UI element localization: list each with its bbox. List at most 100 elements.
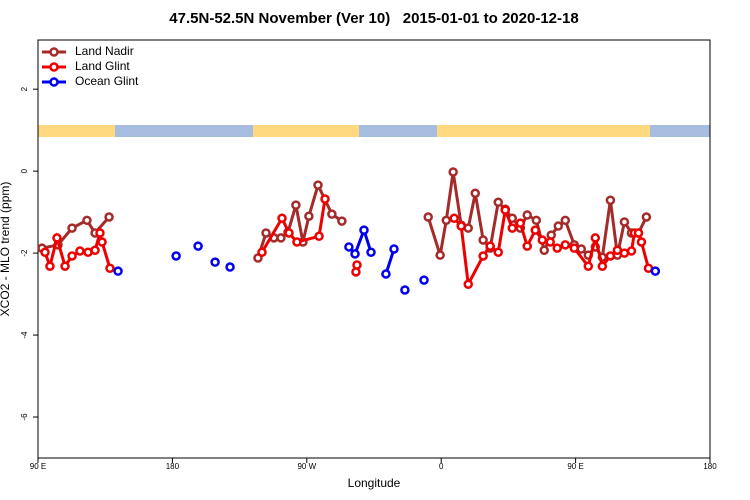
land-band <box>38 125 115 137</box>
data-point <box>493 247 503 258</box>
data-point <box>456 221 466 231</box>
data-point <box>344 242 354 252</box>
data-point <box>522 241 532 251</box>
data-point <box>500 205 511 215</box>
data-point <box>583 261 594 271</box>
legend-marker <box>49 62 59 72</box>
data-point <box>597 261 608 271</box>
data-point <box>327 209 337 219</box>
data-point <box>105 263 115 274</box>
data-point <box>97 237 107 247</box>
chart-title: 47.5N-52.5N November (Ver 10) 2015-01-01… <box>169 10 578 27</box>
data-point <box>441 215 452 226</box>
land-band <box>253 125 359 137</box>
land-ocean-strip <box>38 125 710 137</box>
legend-marker <box>49 47 59 57</box>
land-band <box>437 125 650 137</box>
data-point <box>522 210 532 220</box>
data-point <box>82 215 92 226</box>
data-point <box>171 251 181 261</box>
y-tick-label: 0 <box>20 168 29 173</box>
data-point <box>531 215 542 226</box>
data-point <box>304 211 314 221</box>
data-point <box>560 215 571 226</box>
x-tick-label: 90 E <box>567 462 583 471</box>
x-tick-label: 90 E <box>30 462 46 471</box>
x-tick-label: 180 <box>703 462 717 471</box>
data-point <box>314 231 324 242</box>
x-tick-label: 180 <box>166 462 180 471</box>
x-tick-label: 90 W <box>297 462 316 471</box>
data-point <box>590 233 601 243</box>
data-point <box>539 245 549 255</box>
x-tick-label: 0 <box>439 462 444 471</box>
data-point <box>478 251 488 261</box>
data-point <box>104 212 114 222</box>
data-point <box>569 243 580 253</box>
data-point <box>552 243 562 253</box>
data-point <box>530 225 541 235</box>
data-point <box>67 223 77 233</box>
data-point <box>113 266 123 276</box>
y-axis-label: XCO2 - MLO trend (ppm) <box>0 182 12 317</box>
data-point <box>320 194 330 204</box>
data-point <box>419 275 429 285</box>
series-line <box>43 198 650 290</box>
data-point <box>337 216 347 226</box>
data-point <box>493 197 503 208</box>
y-tick-label: 2 <box>20 86 29 91</box>
data-point <box>650 266 661 276</box>
data-point <box>313 180 323 190</box>
data-point <box>423 212 433 222</box>
data-point <box>626 246 637 256</box>
data-point <box>463 279 473 289</box>
data-point <box>52 233 62 243</box>
data-point <box>515 218 526 228</box>
legend-label: Land Nadir <box>75 44 134 58</box>
data-point <box>225 262 235 272</box>
data-point <box>291 200 301 210</box>
data-point <box>641 212 652 222</box>
data-point <box>605 195 616 205</box>
data-point <box>619 217 630 227</box>
y-tick-label: -6 <box>20 413 29 421</box>
data-point <box>292 237 302 247</box>
data-point <box>448 167 458 177</box>
data-point <box>276 233 286 243</box>
data-point <box>400 285 410 295</box>
data-point <box>449 213 459 224</box>
data-point <box>75 246 85 256</box>
data-point <box>257 247 267 258</box>
data-point <box>366 247 376 258</box>
data-point <box>60 261 70 271</box>
data-point <box>40 247 50 258</box>
data-point <box>95 228 105 238</box>
data-point <box>560 240 571 250</box>
data-point <box>633 228 644 238</box>
data-point <box>389 244 399 254</box>
legend-marker <box>49 77 59 87</box>
data-point <box>605 251 616 261</box>
data-point <box>507 223 518 233</box>
data-point <box>470 188 480 199</box>
x-axis-label: Longitude <box>348 476 401 490</box>
data-point <box>67 251 77 261</box>
data-point <box>193 241 203 251</box>
data-point <box>553 221 564 231</box>
data-point <box>359 225 369 235</box>
data-point <box>261 228 271 238</box>
legend-label: Ocean Glint <box>75 74 139 88</box>
data-point <box>636 237 647 247</box>
y-tick-label: -4 <box>20 331 29 339</box>
data-point <box>381 269 391 279</box>
data-point <box>478 235 488 245</box>
y-tick-label: -2 <box>20 249 29 257</box>
data-point <box>277 213 287 224</box>
data-point <box>435 250 445 260</box>
data-point <box>350 249 360 259</box>
data-point <box>45 261 55 271</box>
data-point <box>545 237 555 247</box>
data-point <box>537 235 548 245</box>
legend-label: Land Glint <box>75 59 130 73</box>
